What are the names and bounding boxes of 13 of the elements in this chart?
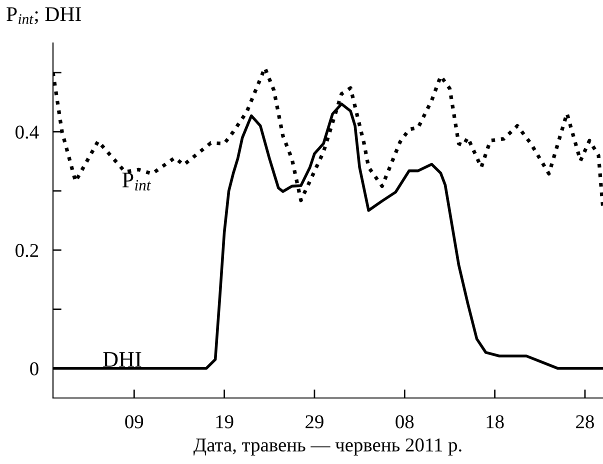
x-tick-label: 08 — [396, 415, 414, 428]
x-tick-label: 28 — [576, 415, 594, 428]
x-tick-label: 09 — [125, 415, 144, 428]
x-tick-label: 29 — [306, 415, 324, 428]
y-tick-label: 0 — [30, 362, 38, 376]
series-label: DHI — [103, 352, 142, 367]
x-tick-label: 19 — [216, 415, 234, 428]
y-tick-label: 0.4 — [16, 126, 39, 139]
y-axis-title: P$_{int}$; DHI — [6, 7, 81, 24]
series-label: P$_{int}$ — [122, 172, 152, 190]
x-tick-label: 18 — [486, 415, 504, 428]
y-tick-label: 0.2 — [16, 244, 38, 258]
x-axis-title: Дата, травень — червень 2011 р. — [194, 438, 462, 456]
